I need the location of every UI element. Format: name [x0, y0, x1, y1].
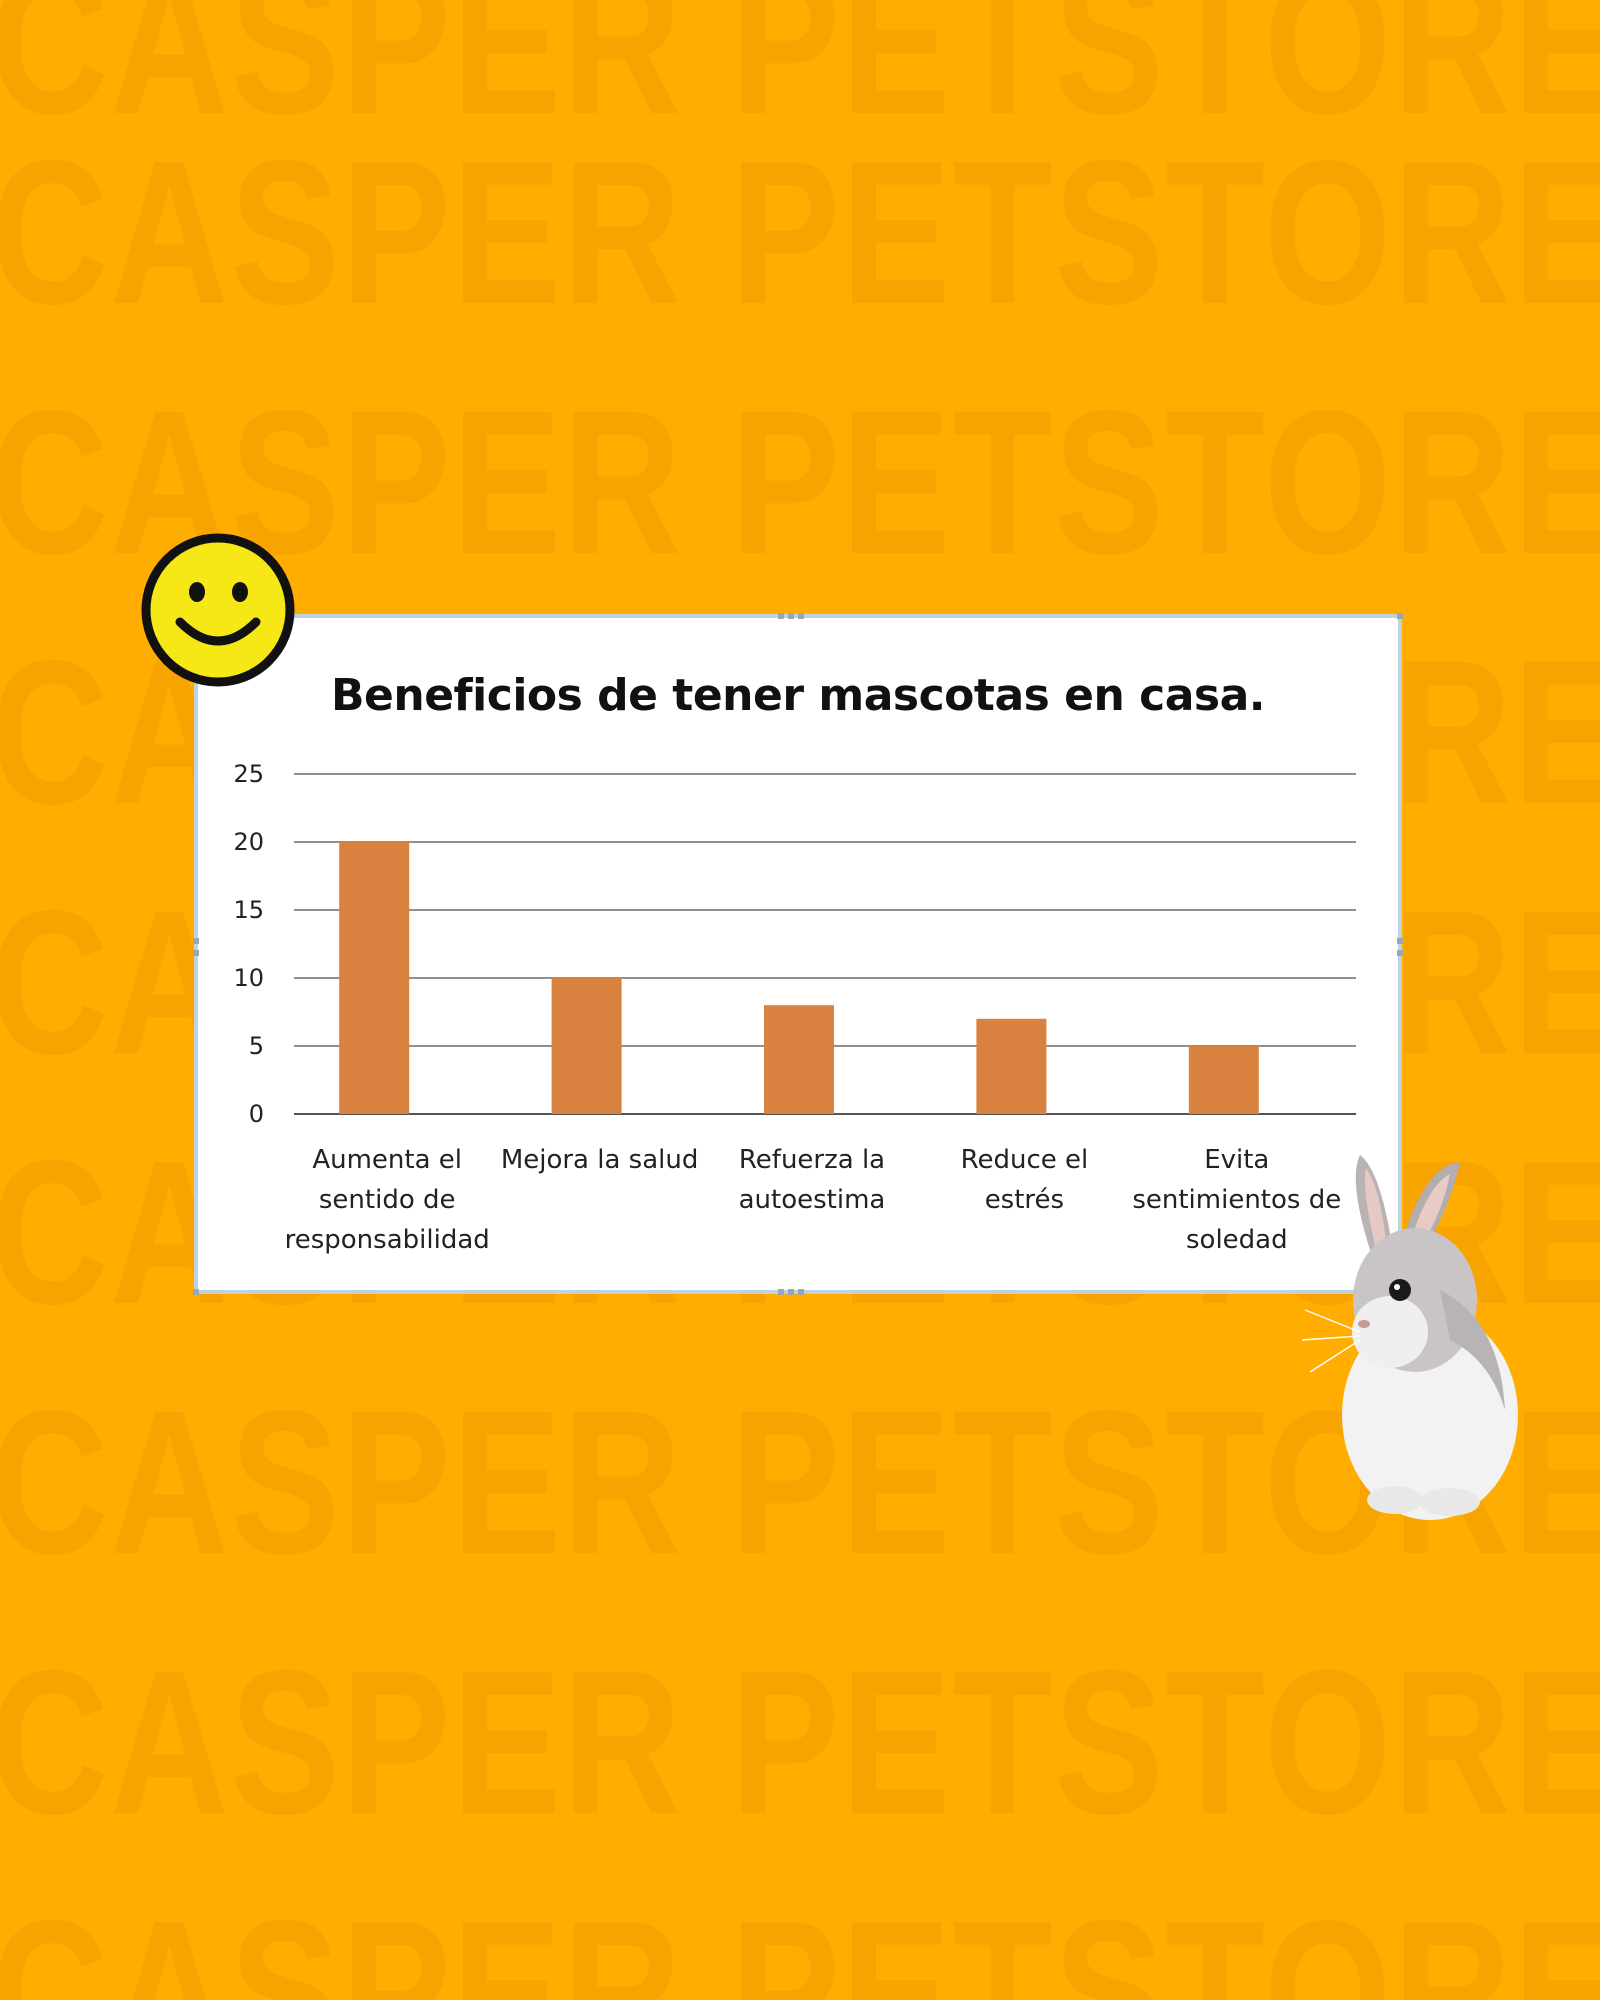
watermark-row: CASPER PETSTORE — [0, 1878, 1600, 2000]
x-tick-label-line: sentido de — [318, 1185, 456, 1215]
smiley-face-icon — [141, 533, 295, 687]
x-tick-label: Refuerza la autoestima — [707, 1140, 917, 1220]
x-tick-label: Evita sentimientos de soledad — [1132, 1140, 1342, 1260]
x-tick-label-line: sentimientos de — [1132, 1185, 1342, 1215]
x-tick-label-line: responsabilidad — [284, 1225, 490, 1255]
resize-handle[interactable] — [798, 1289, 804, 1295]
resize-handle[interactable] — [778, 1289, 784, 1295]
x-tick-label: Reduce el estrés — [919, 1140, 1129, 1220]
y-tick-label: 25 — [233, 760, 264, 788]
resize-handle[interactable] — [193, 1289, 199, 1295]
watermark-row: CASPER PETSTORE — [0, 118, 1600, 347]
watermark-row: CASPER PETSTORE — [0, 1628, 1600, 1857]
bar — [764, 1005, 834, 1114]
resize-handle[interactable] — [193, 938, 199, 944]
y-tick-label: 10 — [233, 964, 264, 992]
x-tick-label-line: estrés — [984, 1185, 1065, 1215]
bar — [551, 978, 622, 1114]
x-tick-label: Mejora la salud — [495, 1140, 705, 1180]
y-tick-label: 0 — [249, 1100, 264, 1128]
rabbit-image — [1301, 1155, 1518, 1520]
bar — [339, 842, 410, 1114]
y-tick-label: 15 — [233, 896, 264, 924]
chart-card[interactable]: Beneficios de tener mascotas en casa. 0 5… — [193, 613, 1403, 1295]
x-tick-label-line: autoestima — [738, 1185, 886, 1215]
x-tick-label-line: Evita — [1204, 1145, 1270, 1175]
bar — [976, 1018, 1047, 1114]
resize-handle[interactable] — [193, 950, 199, 956]
watermark-row: CASPER PETSTORE — [0, 0, 1600, 157]
y-tick-label: 5 — [249, 1032, 264, 1060]
resize-handle[interactable] — [788, 1289, 794, 1295]
x-tick-label-line: soledad — [1185, 1225, 1288, 1255]
resize-handle[interactable] — [788, 613, 794, 619]
resize-handle[interactable] — [1397, 938, 1403, 944]
bar-chart: 0 5 10 15 20 25 — [233, 760, 1356, 1128]
x-tick-label-line: Reduce el — [960, 1145, 1089, 1175]
x-tick-label: Aumenta el sentido de responsabilidad — [282, 1140, 492, 1260]
chart-title: Beneficios de tener mascotas en casa. — [330, 670, 1266, 721]
resize-handle[interactable] — [1397, 613, 1403, 619]
resize-handle[interactable] — [798, 613, 804, 619]
resize-handle[interactable] — [778, 613, 784, 619]
x-tick-label-line: Aumenta el — [312, 1145, 463, 1175]
bar — [1188, 1046, 1259, 1114]
resize-handle[interactable] — [1397, 950, 1403, 956]
x-tick-label-line: Refuerza la — [738, 1145, 886, 1175]
y-tick-label: 20 — [233, 828, 264, 856]
x-tick-label-line: Mejora la salud — [500, 1145, 699, 1175]
